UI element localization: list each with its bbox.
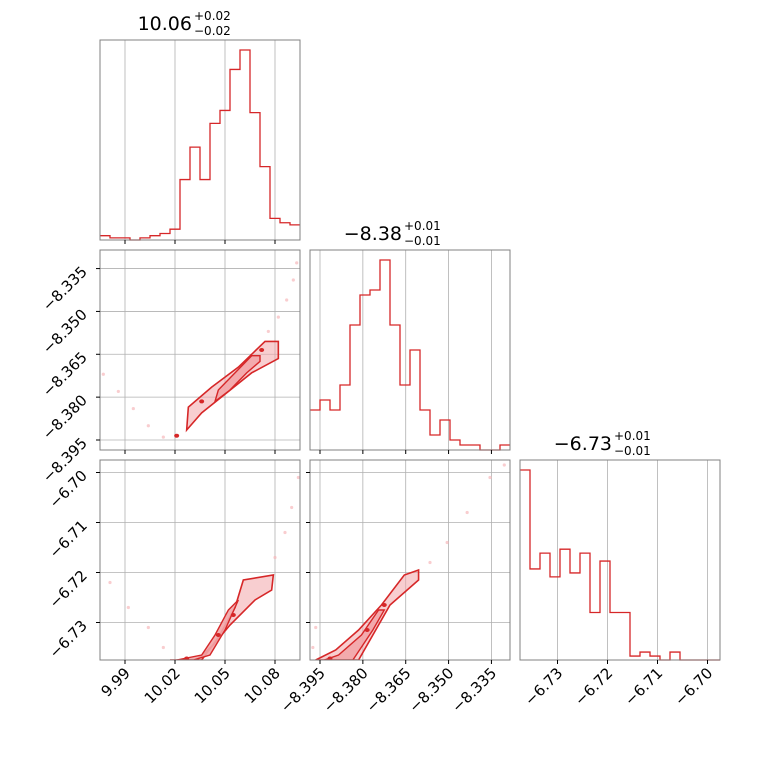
contour-outer [170,574,275,660]
y-tick-label: −8.365 [39,348,91,400]
histogram-frame-0 [99,39,301,241]
x-tick-label: 10.08 [241,664,284,707]
density-layer [101,261,299,439]
scatter-frame [99,249,301,451]
param-title-plus-0: +0.02 [194,9,231,23]
scatter-panel-0-1 [96,249,301,454]
histogram-frame-2 [519,459,721,661]
sample-point [311,645,315,650]
sample-point [108,580,112,585]
sample-point [131,406,135,411]
scatter-panel-0-2 [96,459,301,664]
param-title-median-2: −6.73 [554,433,612,455]
sample-point [502,463,506,467]
sample-point [116,389,120,394]
y-tick-label: −6.71 [46,517,91,562]
sample-point [101,372,105,376]
x-tick-label: −8.365 [363,664,415,716]
sample-point [273,555,277,560]
sample-point [314,625,318,630]
histogram-line-1 [310,259,510,451]
scatter-frame [309,459,511,661]
x-tick-label: −6.71 [621,664,666,709]
sample-point [276,315,280,319]
y-tick-label: −6.73 [46,617,91,662]
contour-inner [324,609,386,660]
param-title-plus-2: +0.01 [614,429,651,443]
contour-core [199,399,205,404]
contour-core [215,633,221,637]
contour-outer [315,568,420,660]
sample-point [285,298,289,302]
sample-point [126,605,130,610]
contour-inner [213,355,261,404]
x-tick-label: −8.335 [448,664,500,716]
contour-inner [176,599,239,660]
x-tick-label: −6.72 [571,664,616,709]
contour-core [364,628,370,632]
sample-point [161,645,165,650]
sample-point [161,435,165,439]
contour-core [381,603,387,607]
x-tick-label: −6.70 [671,664,716,709]
x-tick-label: 10.02 [141,664,184,707]
param-title-plus-1: +0.01 [404,219,441,233]
sample-point [428,560,432,565]
sample-point [146,424,150,428]
sample-point [296,475,300,480]
y-tick-label: −8.380 [39,391,91,443]
sample-point [295,261,299,265]
param-title-minus-1: −0.01 [404,234,441,248]
scatter-panel-1-2 [306,459,511,664]
contour-core [184,656,190,660]
x-tick-label: 9.99 [97,664,133,700]
param-title-median-0: 10.06 [138,13,192,35]
density-layer [311,463,506,660]
sample-point [290,505,294,510]
contour-core [327,656,333,660]
param-title-median-1: −8.38 [344,223,402,245]
histogram-frame-1 [309,249,511,451]
histogram-line-2 [520,469,720,661]
x-tick-label: −8.380 [320,664,372,716]
sample-point [146,625,150,630]
x-tick-label: 10.05 [191,664,234,707]
sample-point [283,530,287,535]
param-title-minus-2: −0.01 [614,444,651,458]
histogram-line-0 [100,49,300,241]
contour-core [259,348,265,352]
y-tick-label: −6.72 [46,567,91,612]
histogram-panel-0: 10.06 +0.02−0.02 [99,9,301,244]
sample-point [291,278,295,282]
histogram-panel-2: −6.73 +0.01−0.01 [519,429,721,664]
sample-point [266,329,270,334]
x-tick-label: −8.395 [277,664,329,716]
contour-core [174,433,180,438]
density-layer [108,475,300,660]
param-title-minus-0: −0.02 [194,24,231,38]
y-tick-label: −8.335 [39,263,91,315]
histogram-panel-1: −8.38 +0.01−0.01 [309,219,511,454]
contour-core [230,613,236,617]
sample-point [445,540,449,545]
x-tick-label: −6.73 [521,664,566,709]
y-tick-label: −8.350 [39,306,91,358]
scatter-frame [99,459,301,661]
sample-point [488,475,492,480]
sample-point [465,510,469,515]
x-tick-label: −8.350 [405,664,457,716]
